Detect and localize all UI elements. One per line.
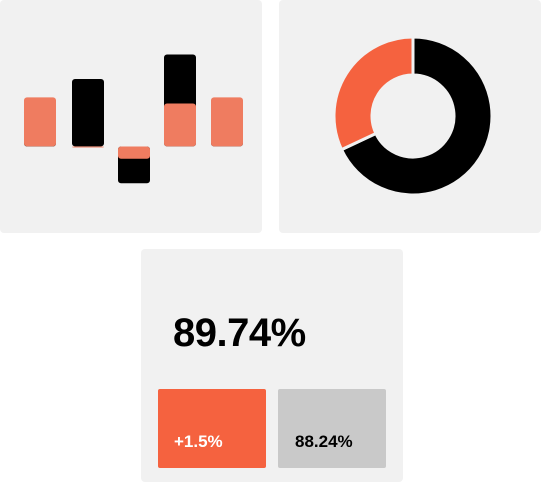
donut-slice-1 (339, 35, 494, 197)
bar-accent-5 (211, 97, 243, 147)
kpi-card: 89.74% +1.5% 88.24% (141, 249, 403, 482)
bar-accent-1 (24, 97, 56, 147)
bar-accent-2 (72, 146, 104, 148)
donut-chart-card (279, 0, 541, 233)
bar-accent-3 (118, 146, 150, 159)
bar-chart-card (0, 0, 262, 233)
donut-chart (332, 35, 494, 197)
bar-accent-4 (164, 103, 196, 147)
kpi-previous-tile: 88.24% (278, 389, 386, 468)
kpi-previous-value: 88.24% (295, 432, 353, 451)
kpi-change-tile: +1.5% (158, 389, 266, 468)
kpi-change-value: +1.5% (174, 432, 223, 451)
donut-slice-2 (332, 35, 415, 152)
bar-chart (24, 54, 243, 184)
kpi-value: 89.74% (173, 311, 306, 355)
bar-dark-2 (72, 79, 104, 147)
